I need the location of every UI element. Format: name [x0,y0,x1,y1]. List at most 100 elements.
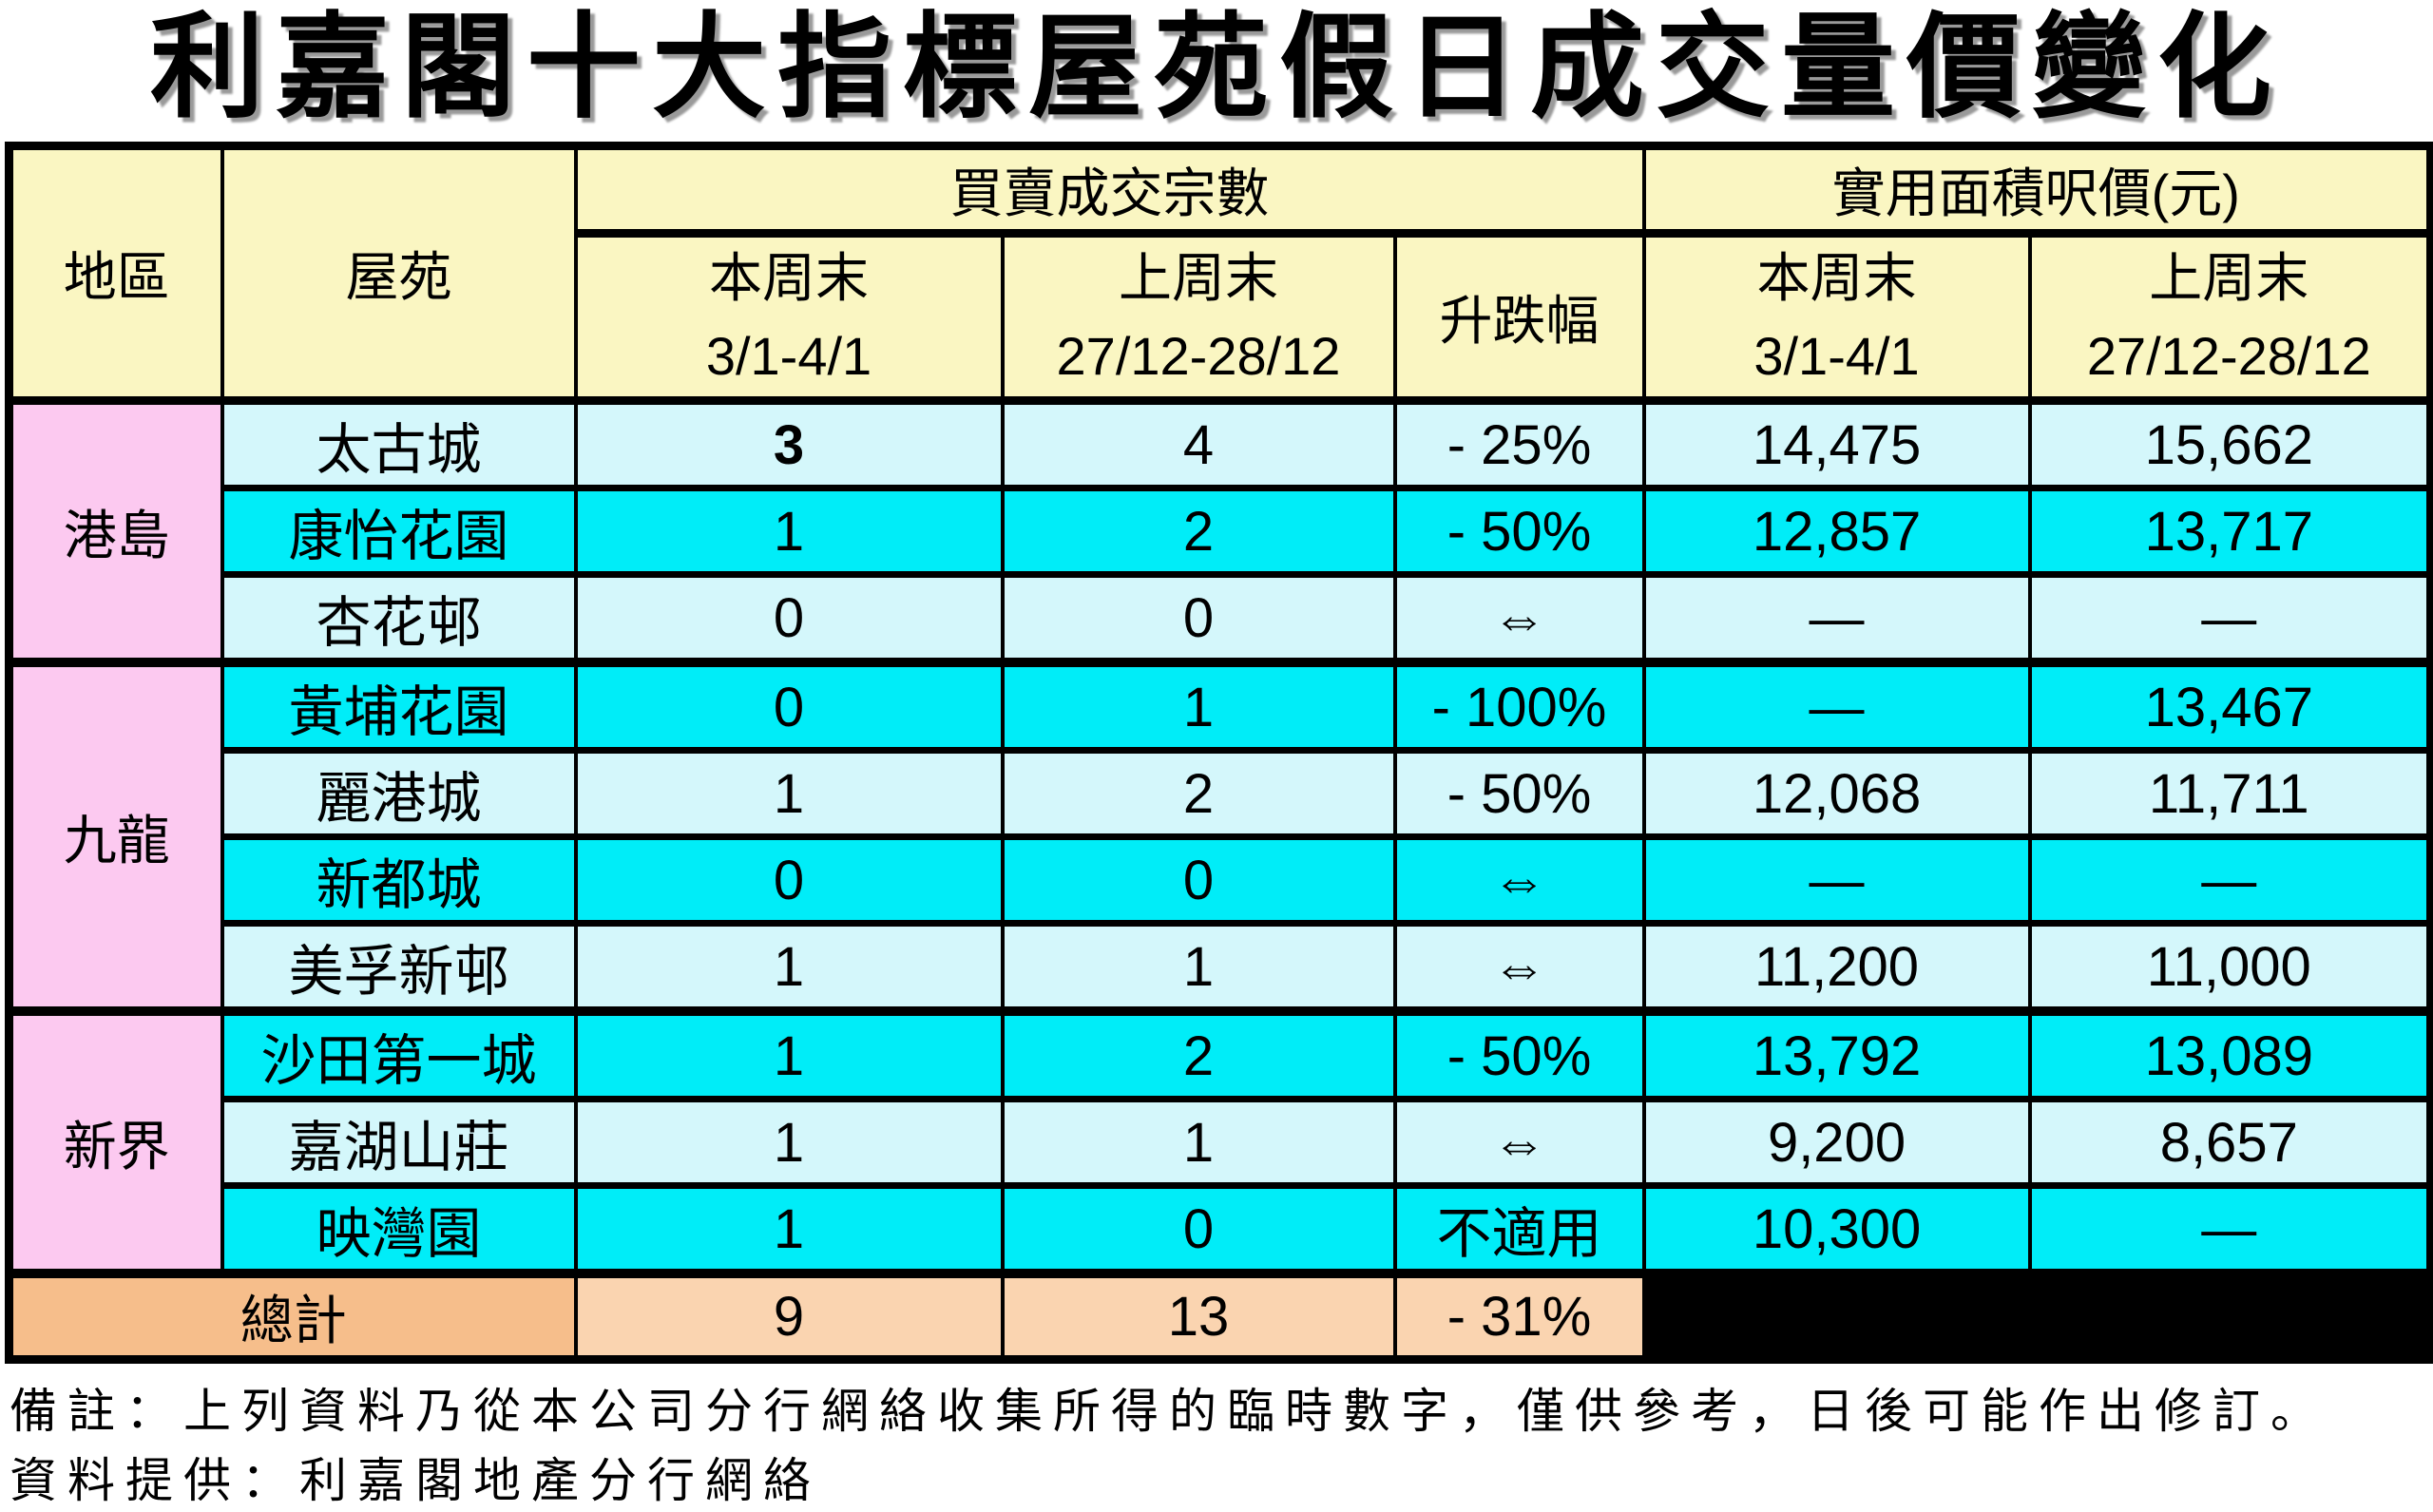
total-row: 總計 9 13 - 31% [7,1269,2433,1364]
estate-cell: 康怡花園 [220,485,578,579]
change-cell: ⇔ [1392,833,1646,928]
table-row: 九龍 黃埔花園 0 1 - 100% — 13,467 [7,658,2433,1015]
change-cell: ⇔ [1392,920,1646,1015]
subheader-line2: 3/1-4/1 [705,325,872,386]
price-this-cell: 10,300 [1641,1182,2032,1277]
vol-this-cell: 1 [573,1006,1005,1103]
change-cell: - 50% [1392,747,1646,841]
table-row: 康怡花園 1 2 - 50% 12,857 13,717 [10,485,2433,579]
table-row: 美孚新邨 1 1 ⇔ 11,200 11,000 [10,920,2433,1015]
table-row: 映灣園 1 0 不適用 10,300 — [10,1182,2433,1277]
price-last-cell: 11,000 [2027,920,2433,1015]
vol-last-cell: 0 [1000,1182,1397,1277]
vol-this-cell: 3 [573,397,1005,492]
estate-cell: 沙田第一城 [220,1006,578,1103]
col-header-price-this-weekend: 本周末 3/1-4/1 [1641,231,2032,406]
page-title: 利嘉閣十大指標屋苑假日成交量價變化 [150,4,2283,131]
total-change-cell: - 31% [1392,1269,1646,1364]
estate-cell: 杏花邨 [220,571,578,666]
change-cell: ⇔ [1392,571,1646,666]
vol-this-cell: 0 [573,571,1005,666]
vol-this-cell: 1 [573,920,1005,1015]
vol-this-cell: 1 [573,747,1005,841]
price-this-cell: 9,200 [1641,1096,2032,1190]
price-last-cell: 13,089 [2027,1006,2433,1103]
district-cell: 九龍 [7,658,224,1015]
col-header-price-last-weekend: 上周末 27/12-28/12 [2027,231,2433,406]
col-header-district: 地區 [7,144,224,406]
district-cell: 港島 [7,397,224,666]
price-last-cell: — [2027,833,2433,928]
vol-this-cell: 1 [573,1182,1005,1277]
table-row: 麗港城 1 2 - 50% 12,068 11,711 [10,747,2433,841]
estate-cell: 新都城 [220,833,578,928]
total-vol-this-cell: 9 [573,1269,1005,1364]
footnote: 備註：上列資料乃從本公司分行網絡收集所得的臨時數字，僅供參考，日後可能作出修訂。 [10,1385,2328,1439]
price-last-cell: 11,711 [2027,747,2433,841]
header-row-sub: 本周末 3/1-4/1 上周末 27/12-28/12 升跌幅 本周末 3/1-… [10,231,2433,406]
vol-last-cell: 2 [1000,485,1397,579]
table-row: 新都城 0 0 ⇔ — — [10,833,2433,928]
change-cell: - 50% [1392,1006,1646,1103]
vol-last-cell: 4 [1000,397,1397,492]
subheader-line1: 上周末 [2149,247,2309,308]
price-last-cell: 13,467 [2027,658,2433,755]
table-row: 嘉湖山莊 1 1 ⇔ 9,200 8,657 [10,1096,2433,1190]
price-this-cell: 12,857 [1641,485,2032,579]
price-last-cell: 8,657 [2027,1096,2433,1190]
price-this-cell: 12,068 [1641,747,2032,841]
estate-cell: 映灣園 [220,1182,578,1277]
change-cell: - 25% [1392,397,1646,492]
price-last-cell: — [2027,571,2433,666]
col-group-volume: 買賣成交宗數 [573,144,1646,239]
price-this-cell: 14,475 [1641,397,2032,492]
col-header-vol-last-weekend: 上周末 27/12-28/12 [1000,231,1397,406]
district-cell: 新界 [7,1006,224,1277]
change-cell: ⇔ [1392,1096,1646,1190]
subheader-line2: 27/12-28/12 [2086,325,2371,386]
vol-last-cell: 1 [1000,1096,1397,1190]
vol-this-cell: 0 [573,658,1005,755]
subheader-line2: 27/12-28/12 [1056,325,1341,386]
price-this-cell: — [1641,658,2032,755]
estate-cell: 麗港城 [220,747,578,841]
estates-table: 地區 屋苑 買賣成交宗數 實用面積呎價(元) 本周末 3/1-4/1 上周末 2… [5,142,2433,1365]
change-cell: - 50% [1392,485,1646,579]
total-label-cell: 總計 [7,1269,578,1364]
total-vol-last-cell: 13 [1000,1269,1397,1364]
price-this-cell: 11,200 [1641,920,2032,1015]
col-header-estate: 屋苑 [220,144,578,406]
footer: 備註：上列資料乃從本公司分行網絡收集所得的臨時數字，僅供參考，日後可能作出修訂。… [10,1381,2433,1512]
estate-cell: 嘉湖山莊 [220,1096,578,1190]
vol-last-cell: 0 [1000,833,1397,928]
subheader-line2: 3/1-4/1 [1753,325,1920,386]
subheader-line1: 本周末 [1756,247,1917,308]
table-row: 港島 太古城 3 4 - 25% 14,475 15,662 [7,397,2433,666]
price-last-cell: — [2027,1182,2433,1277]
change-cell: - 100% [1392,658,1646,755]
header-row-groups: 地區 屋苑 買賣成交宗數 實用面積呎價(元) [7,144,2433,406]
subheader-line1: 上周末 [1119,247,1278,308]
subheader-line1: 本周末 [709,247,869,308]
vol-last-cell: 2 [1000,747,1397,841]
price-this-cell: — [1641,833,2032,928]
vol-last-cell: 1 [1000,658,1397,755]
change-cell: 不適用 [1392,1182,1646,1277]
price-last-cell: 13,717 [2027,485,2433,579]
table-row: 杏花邨 0 0 ⇔ — — [10,571,2433,666]
vol-last-cell: 2 [1000,1006,1397,1103]
price-this-cell: 13,792 [1641,1006,2032,1103]
vol-this-cell: 1 [573,485,1005,579]
estate-cell: 太古城 [220,397,578,492]
estate-cell: 美孚新邨 [220,920,578,1015]
price-last-cell: 15,662 [2027,397,2433,492]
col-group-price: 實用面積呎價(元) [1641,144,2433,239]
price-this-cell: — [1641,571,2032,666]
vol-last-cell: 1 [1000,920,1397,1015]
vol-last-cell: 0 [1000,571,1397,666]
col-header-change: 升跌幅 [1392,231,1646,406]
estate-cell: 黃埔花園 [220,658,578,755]
source-note: 資料提供：利嘉閣地產分行網絡 [10,1454,821,1508]
col-header-vol-this-weekend: 本周末 3/1-4/1 [573,231,1005,406]
blackout-cell [1641,1269,2433,1364]
